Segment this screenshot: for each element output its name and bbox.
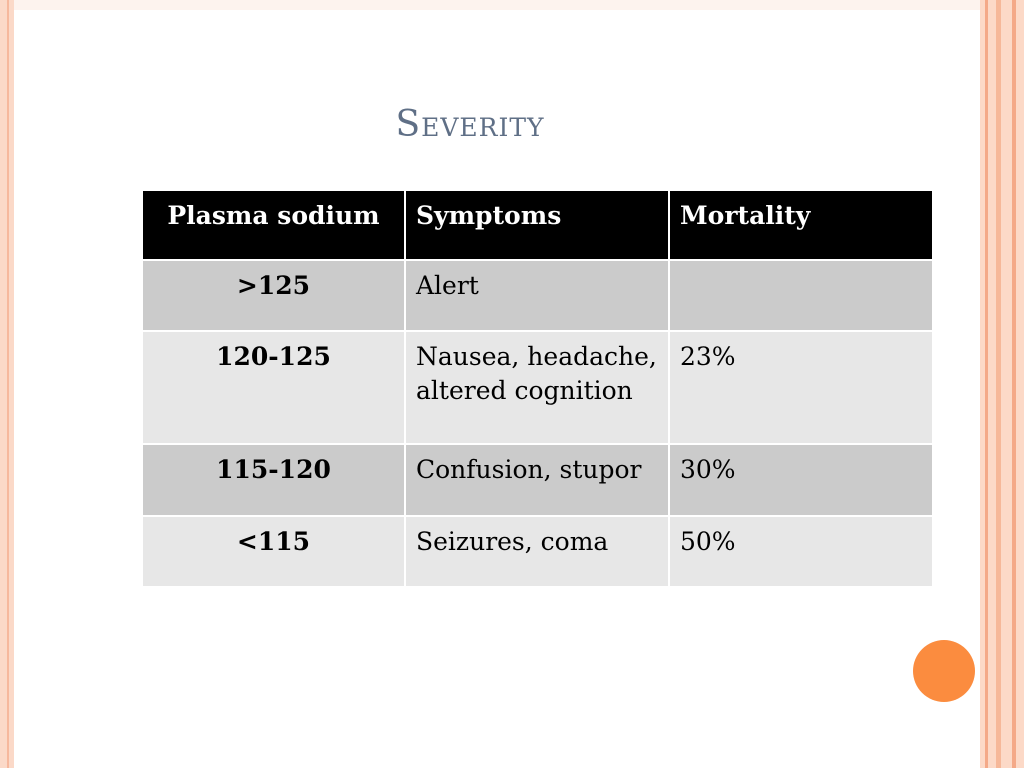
orange-circle-decoration	[913, 640, 975, 702]
right-frame-line	[996, 0, 1001, 768]
severity-table: Plasma sodium Symptoms Mortality >125 Al…	[141, 189, 934, 588]
right-frame-line	[985, 0, 988, 768]
left-frame-line	[7, 0, 9, 768]
header-plasma-sodium: Plasma sodium	[141, 189, 406, 261]
cell-symptoms: Seizures, coma	[404, 515, 670, 588]
right-frame-line	[1012, 0, 1016, 768]
cell-symptoms: Nausea, headache, altered cognition	[404, 330, 670, 445]
cell-mortality	[668, 259, 934, 332]
table-row: 115-120 Confusion, stupor 30%	[141, 443, 934, 517]
cell-symptoms: Confusion, stupor	[404, 443, 670, 517]
table-row: <115 Seizures, coma 50%	[141, 515, 934, 588]
cell-mortality: 30%	[668, 443, 934, 517]
header-symptoms: Symptoms	[404, 189, 670, 261]
table-header-row: Plasma sodium Symptoms Mortality	[141, 189, 934, 261]
cell-sodium: <115	[141, 515, 406, 588]
header-mortality: Mortality	[668, 189, 934, 261]
table-row: 120-125 Nausea, headache, altered cognit…	[141, 330, 934, 445]
cell-symptoms: Alert	[404, 259, 670, 332]
table-row: >125 Alert	[141, 259, 934, 332]
cell-sodium: 120-125	[141, 330, 406, 445]
cell-mortality: 50%	[668, 515, 934, 588]
slide-title: Severity	[395, 104, 545, 145]
top-frame-band	[14, 0, 980, 10]
cell-mortality: 23%	[668, 330, 934, 445]
cell-sodium: 115-120	[141, 443, 406, 517]
cell-sodium: >125	[141, 259, 406, 332]
